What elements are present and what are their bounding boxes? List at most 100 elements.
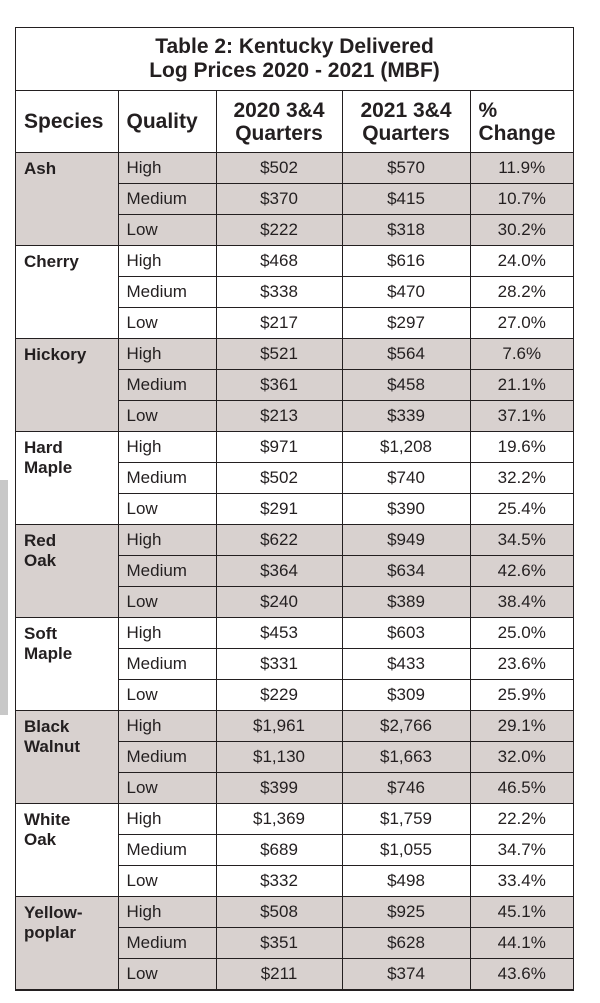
price-2020-cell: $240 [216, 586, 343, 618]
pct-change-cell: 44.1% [470, 927, 573, 959]
quality-cell: Low [118, 865, 217, 897]
species-cell: Hickory [16, 338, 119, 432]
price-2020-cell: $502 [216, 462, 343, 494]
price-2020-cell: $211 [216, 958, 343, 990]
species-name-line-2: Oak [24, 830, 57, 849]
header-species: Species [16, 91, 119, 153]
header-2020-line-2: Quarters [235, 121, 323, 145]
price-table: Table 2: Kentucky Delivered Log Prices 2… [15, 27, 574, 991]
price-2021-cell: $1,663 [342, 741, 471, 773]
species-name-line-2: Maple [24, 458, 73, 477]
price-2020-cell: $453 [216, 617, 343, 649]
table-row: Low $217 $297 27.0% [16, 307, 573, 339]
pct-change-cell: 24.0% [470, 245, 573, 277]
table-row: White Oak High $1,369 $1,759 22.2% [16, 803, 573, 897]
pct-change-cell: 11.9% [470, 152, 573, 184]
table-row: Cherry High $468 $616 24.0% [16, 245, 573, 339]
price-2020-cell: $370 [216, 183, 343, 215]
table-row: Medium $364 $634 42.6% [16, 555, 573, 587]
price-2021-cell: $390 [342, 493, 471, 525]
price-2021-cell: $603 [342, 617, 471, 649]
header-2021-line-2: Quarters [362, 121, 450, 145]
price-2020-cell: $217 [216, 307, 343, 339]
price-2021-cell: $949 [342, 524, 471, 556]
table-row: Low $332 $498 33.4% [16, 865, 573, 897]
price-2021-cell: $458 [342, 369, 471, 401]
quality-cell: Medium [118, 927, 217, 959]
price-2021-cell: $1,208 [342, 431, 471, 463]
pct-change-cell: 23.6% [470, 648, 573, 680]
header-2021-line-1: 2021 3&4 [360, 98, 452, 122]
quality-cell: High [118, 245, 217, 277]
price-2021-cell: $339 [342, 400, 471, 432]
price-2020-cell: $521 [216, 338, 343, 370]
price-2020-cell: $351 [216, 927, 343, 959]
price-2021-cell: $374 [342, 958, 471, 990]
price-2020-cell: $213 [216, 400, 343, 432]
quality-cell: Medium [118, 462, 217, 494]
quality-cell: High [118, 524, 217, 556]
species-name-line-1: White [24, 810, 71, 829]
header-2020-line-1: 2020 3&4 [233, 98, 325, 122]
price-2021-cell: $746 [342, 772, 471, 804]
quality-cell: Low [118, 400, 217, 432]
table-row: Red Oak High $622 $949 34.5% [16, 524, 573, 618]
price-2021-cell: $309 [342, 679, 471, 711]
pct-change-cell: 19.6% [470, 431, 573, 463]
quality-cell: Medium [118, 834, 217, 866]
header-quality: Quality [118, 91, 217, 153]
price-2021-cell: $564 [342, 338, 471, 370]
price-2020-cell: $332 [216, 865, 343, 897]
table-row: Hard Maple High $971 $1,208 19.6% [16, 431, 573, 525]
price-2021-cell: $570 [342, 152, 471, 184]
price-2021-cell: $318 [342, 214, 471, 246]
price-2020-cell: $1,369 [216, 803, 343, 835]
table-row: Low $211 $374 43.6% [16, 958, 573, 990]
species-cell: Yellow-poplar [16, 896, 119, 990]
price-2021-cell: $1,759 [342, 803, 471, 835]
species-name-line-1: Yellow- [24, 903, 83, 922]
table-row: Medium $361 $458 21.1% [16, 369, 573, 401]
quality-cell: High [118, 338, 217, 370]
quality-cell: Low [118, 772, 217, 804]
price-2020-cell: $399 [216, 772, 343, 804]
pct-change-cell: 25.0% [470, 617, 573, 649]
pct-change-cell: 7.6% [470, 338, 573, 370]
price-2020-cell: $364 [216, 555, 343, 587]
species-name-line-1: Hard [24, 438, 63, 457]
price-2020-cell: $338 [216, 276, 343, 308]
price-2021-cell: $925 [342, 896, 471, 928]
pct-change-cell: 43.6% [470, 958, 573, 990]
pct-change-cell: 34.7% [470, 834, 573, 866]
price-2020-cell: $971 [216, 431, 343, 463]
table-body: Ash High $502 $570 11.9% Medium $370 $415 10.7% L… [16, 152, 573, 990]
price-2021-cell: $433 [342, 648, 471, 680]
table-row: Medium $351 $628 44.1% [16, 927, 573, 959]
pct-change-cell: 32.0% [470, 741, 573, 773]
pct-change-cell: 29.1% [470, 710, 573, 742]
pct-change-cell: 42.6% [470, 555, 573, 587]
price-2020-cell: $622 [216, 524, 343, 556]
species-name-line-1: Black [24, 717, 70, 736]
table-title: Table 2: Kentucky Delivered Log Prices 2… [16, 28, 573, 91]
header-2021: 2021 3&4 Quarters [342, 91, 471, 153]
species-cell: Soft Maple [16, 617, 119, 711]
price-2021-cell: $628 [342, 927, 471, 959]
pct-change-cell: 25.9% [470, 679, 573, 711]
species-cell: Cherry [16, 245, 119, 339]
price-2021-cell: $740 [342, 462, 471, 494]
price-2021-cell: $297 [342, 307, 471, 339]
header-row: Species Quality 2020 3&4 Quarters 2021 3… [16, 91, 573, 153]
pct-change-cell: 21.1% [470, 369, 573, 401]
pct-change-cell: 30.2% [470, 214, 573, 246]
quality-cell: Low [118, 586, 217, 618]
table-row: Yellow-poplar High $508 $925 45.1% [16, 896, 573, 990]
table-row: Ash High $502 $570 11.9% [16, 152, 573, 246]
price-grid: Species Quality 2020 3&4 Quarters 2021 3… [16, 91, 573, 990]
quality-cell: High [118, 710, 217, 742]
pct-change-cell: 45.1% [470, 896, 573, 928]
table-row: Low $399 $746 46.5% [16, 772, 573, 804]
price-2020-cell: $468 [216, 245, 343, 277]
price-2021-cell: $2,766 [342, 710, 471, 742]
price-2020-cell: $689 [216, 834, 343, 866]
